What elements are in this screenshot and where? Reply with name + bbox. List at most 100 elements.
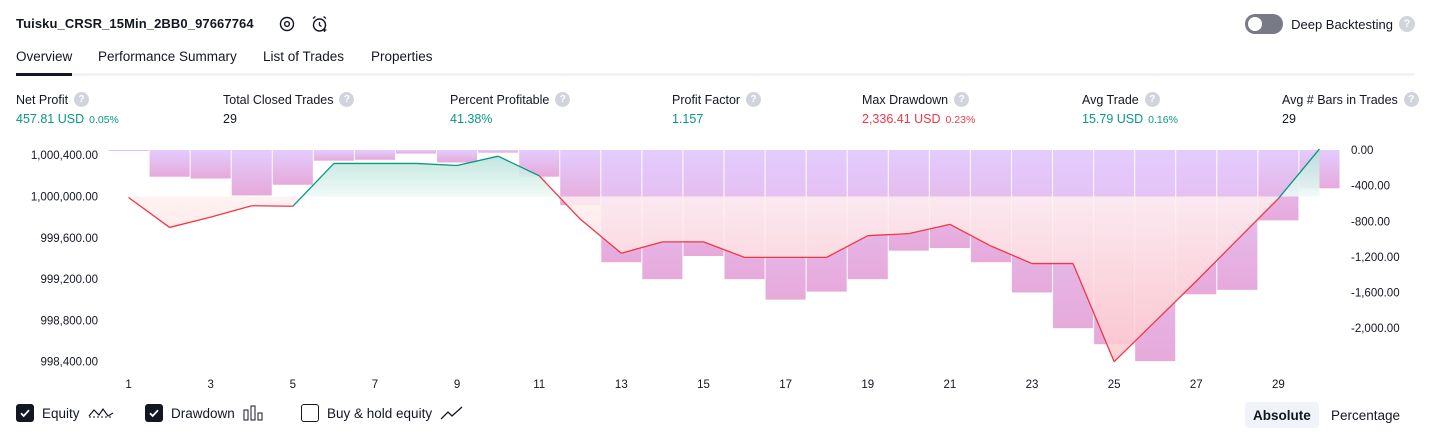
right-axis-tick: -2,000.00 <box>1351 323 1400 335</box>
equity-line-segment <box>538 175 581 220</box>
equity-checkbox[interactable] <box>16 404 34 422</box>
drawdown-bar <box>478 150 519 153</box>
stat-label: Avg Trade <box>1082 92 1139 107</box>
alarm-plus-icon[interactable] <box>309 13 331 35</box>
x-axis-tick: 29 <box>1272 379 1285 391</box>
stat-label: Percent Profitable <box>450 92 550 107</box>
right-axis-tick: -800.00 <box>1351 216 1390 228</box>
stat-value: 29 <box>223 112 237 126</box>
help-icon[interactable]: ? <box>339 92 355 107</box>
tab-properties[interactable]: Properties <box>371 49 433 64</box>
equity-line-segment <box>1195 239 1238 282</box>
x-axis-tick: 5 <box>290 379 296 391</box>
strategy-title: Tuisku_CRSR_15Min_2BB0_97667764 <box>16 16 254 31</box>
help-icon[interactable]: ? <box>1403 92 1419 107</box>
drawdown-bar <box>437 150 478 163</box>
legend-buy-hold-equity[interactable]: Buy & hold equity <box>301 404 464 422</box>
left-axis-tick: 1,000,400.00 <box>31 150 98 162</box>
equity-line-segment <box>210 205 252 218</box>
stat-label: Total Closed Trades <box>223 92 334 107</box>
equity-line-segment <box>826 235 869 258</box>
legend-drawdown[interactable]: Drawdown <box>145 404 265 422</box>
equity-line-segment <box>415 162 458 167</box>
drawdown-checkbox[interactable] <box>145 404 163 422</box>
equity-line-segment <box>703 241 745 258</box>
tab-list-of-trades[interactable]: List of Trades <box>263 49 345 64</box>
deep-backtesting-control: Deep Backtesting ? <box>1245 12 1415 36</box>
right-axis-tick: -400.00 <box>1351 181 1390 193</box>
stat-percent-profitable: Percent Profitable? 41.38% <box>450 92 571 126</box>
stats-row: Net Profit? 457.81 USD 0.05% Total Closed… <box>16 92 1419 132</box>
help-icon[interactable]: ? <box>555 92 571 107</box>
equity-positive-area <box>302 148 1320 197</box>
x-axis-tick: 19 <box>861 379 874 391</box>
equity-negative-area <box>128 196 1281 362</box>
help-icon[interactable]: ? <box>746 92 762 107</box>
equity-line-segment <box>1113 320 1156 363</box>
drawdown-bar <box>231 150 272 196</box>
stat-label: Net Profit <box>16 92 69 107</box>
equity-line-segment <box>1236 198 1279 241</box>
equity-line-segment <box>497 155 540 177</box>
percentage-mode-button[interactable]: Percentage <box>1331 407 1401 423</box>
equity-line-segment <box>292 162 335 207</box>
help-icon[interactable]: ? <box>1144 92 1160 107</box>
x-axis-tick: 1 <box>125 379 131 391</box>
legend-label: Drawdown <box>171 405 235 421</box>
x-axis-tick: 23 <box>1026 379 1039 391</box>
stat-label: Profit Factor <box>672 92 741 107</box>
equity-line-segment <box>169 216 211 229</box>
stat-total-closed-trades: Total Closed Trades? 29 <box>223 92 355 126</box>
left-axis-tick: 998,400.00 <box>40 357 98 369</box>
stat-label: Avg # Bars in Trades <box>1282 92 1398 107</box>
drawdown-bar <box>395 150 437 154</box>
stat-avg-trade: Avg Trade? 15.79 USD 0.16% <box>1082 92 1178 126</box>
equity-line-segment <box>456 155 499 167</box>
x-axis-tick: 27 <box>1190 379 1203 391</box>
equity-line-segment <box>990 245 1033 265</box>
help-icon[interactable]: ? <box>1399 16 1415 32</box>
deep-backtesting-toggle[interactable] <box>1245 14 1284 34</box>
toggle-knob <box>1248 17 1263 31</box>
help-icon[interactable]: ? <box>74 92 90 107</box>
stat-value: 1.157 <box>672 112 704 126</box>
stat-percent: 0.16% <box>1148 114 1178 126</box>
left-axis-tick: 999,200.00 <box>40 274 98 286</box>
x-axis-tick: 25 <box>1108 379 1121 391</box>
equity-line-segment <box>1277 148 1320 199</box>
equity-line-segment <box>949 223 992 247</box>
buy-hold-checkbox[interactable] <box>301 404 319 422</box>
drawdown-bars-icon <box>243 405 265 421</box>
equity-line-segment <box>128 196 170 228</box>
absolute-mode-button[interactable]: Absolute <box>1245 402 1319 428</box>
drawdown-bar <box>354 150 395 160</box>
stat-value: 41.38% <box>450 112 493 126</box>
equity-line-segment <box>867 232 909 237</box>
equity-line-segment <box>1072 263 1115 362</box>
stat-profit-factor: Profit Factor? 1.157 <box>672 92 762 126</box>
drawdown-bar <box>108 150 149 151</box>
stat-avg-bars: Avg # Bars in Trades? 29 <box>1282 92 1419 126</box>
chart-canvas: 1,000,400.00 1,000,000.00 999,600.00 999,20… <box>31 145 1400 391</box>
right-axis-tick: -1,200.00 <box>1351 252 1400 264</box>
tab-overview[interactable]: Overview <box>16 49 73 76</box>
stat-net-profit: Net Profit? 457.81 USD 0.05% <box>16 92 119 126</box>
equity-line-segment <box>1154 280 1197 322</box>
equity-line-segment <box>621 241 663 254</box>
tab-performance-summary[interactable]: Performance Summary <box>98 49 237 64</box>
x-axis-tick: 13 <box>615 379 628 391</box>
gear-icon[interactable] <box>276 13 298 35</box>
buy-hold-line-icon <box>440 405 464 421</box>
drawdown-bar <box>560 150 601 206</box>
help-icon[interactable]: ? <box>954 92 970 107</box>
x-axis-tick: 11 <box>533 379 545 391</box>
legend-equity[interactable]: Equity <box>16 404 114 422</box>
drawdown-bar <box>272 150 313 185</box>
equity-line-icon <box>88 406 114 420</box>
report-tabs: Overview Performance Summary List of Tra… <box>16 44 1415 76</box>
stat-value: 29 <box>1282 112 1296 126</box>
right-axis-tick: -1,600.00 <box>1351 288 1400 300</box>
deep-backtesting-label: Deep Backtesting <box>1291 16 1393 32</box>
legend-label: Buy & hold equity <box>327 405 433 421</box>
equity-line-segment <box>251 205 293 207</box>
